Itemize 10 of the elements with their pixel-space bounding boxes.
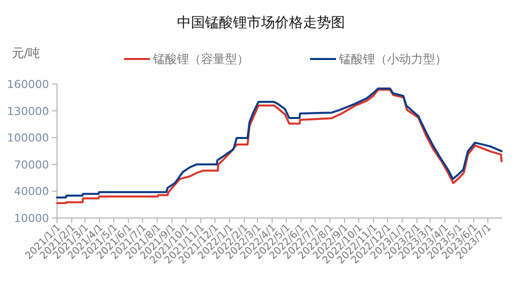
- y-tick-label: 10000: [14, 212, 49, 225]
- y-tick-label: 100000: [7, 132, 49, 145]
- legend-label: 锰酸锂（小动力型）: [338, 52, 447, 66]
- y-axis-title: 元/吨: [12, 46, 40, 60]
- y-tick-label: 160000: [7, 78, 49, 91]
- y-tick-label: 130000: [7, 104, 49, 118]
- y-tick-label: 40000: [14, 185, 49, 198]
- chart-title: 中国锰酸锂市场价格走势图: [177, 15, 345, 31]
- legend-label: 锰酸锂（容量型）: [152, 52, 249, 66]
- y-tick-label: 70000: [14, 158, 49, 172]
